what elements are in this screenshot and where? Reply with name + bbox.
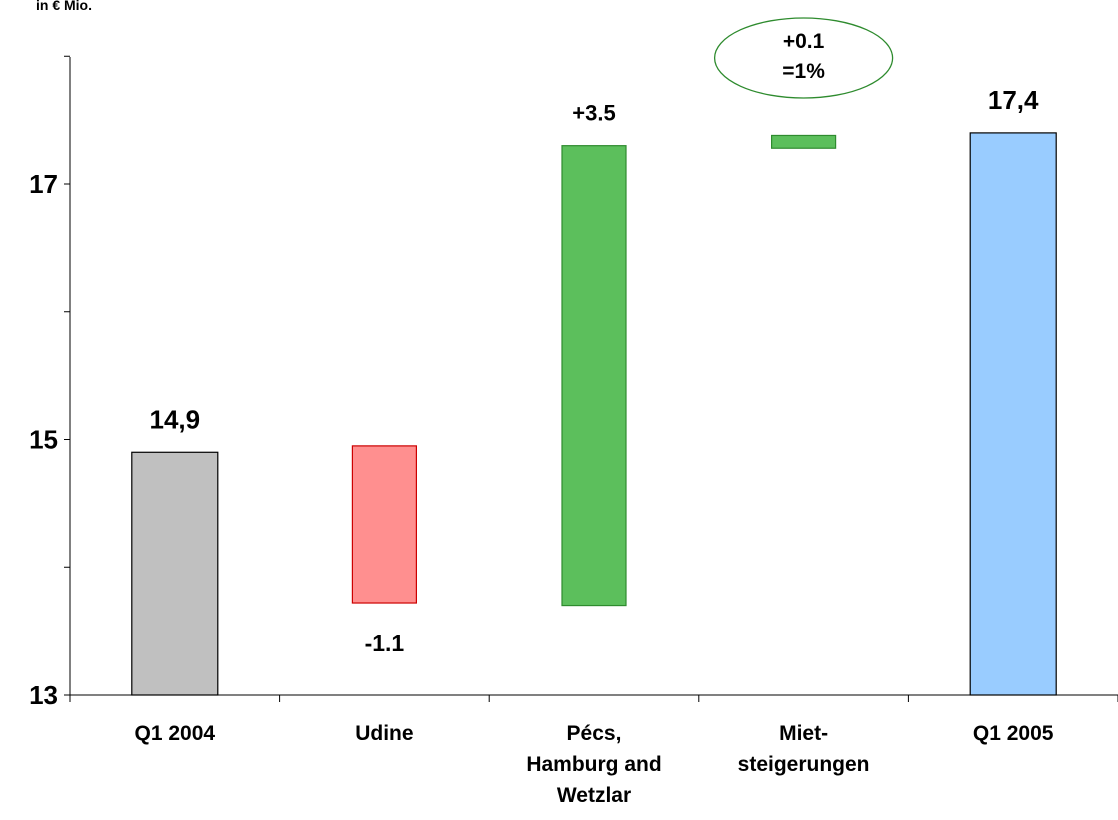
x-category-label: Pécs, Hamburg and Wetzlar xyxy=(526,722,661,807)
bar xyxy=(770,134,837,149)
x-category-label: Miet-steigerungen xyxy=(738,722,870,776)
y-tick-label: 13 xyxy=(29,680,58,710)
bar xyxy=(131,451,219,696)
x-category-label: Udine xyxy=(355,722,413,745)
x-category-label: Q1 2004 xyxy=(135,722,216,745)
bar xyxy=(561,145,627,607)
x-category-label: Q1 2005 xyxy=(973,722,1054,745)
bar-value-label: 17,4 xyxy=(988,85,1039,115)
bar xyxy=(969,132,1057,696)
bar-value-label: 14,9 xyxy=(149,404,200,434)
annotation-ellipse xyxy=(713,17,894,99)
bar-value-label: +0.1 =1% xyxy=(782,30,825,83)
unit-label: in € Mio. xyxy=(36,0,92,13)
bar-value-label: -1.1 xyxy=(365,630,405,656)
y-tick-label: 17 xyxy=(29,169,58,199)
bar xyxy=(351,445,417,604)
y-tick-label: 15 xyxy=(29,425,58,455)
bar-value-label: +3.5 xyxy=(572,101,615,126)
